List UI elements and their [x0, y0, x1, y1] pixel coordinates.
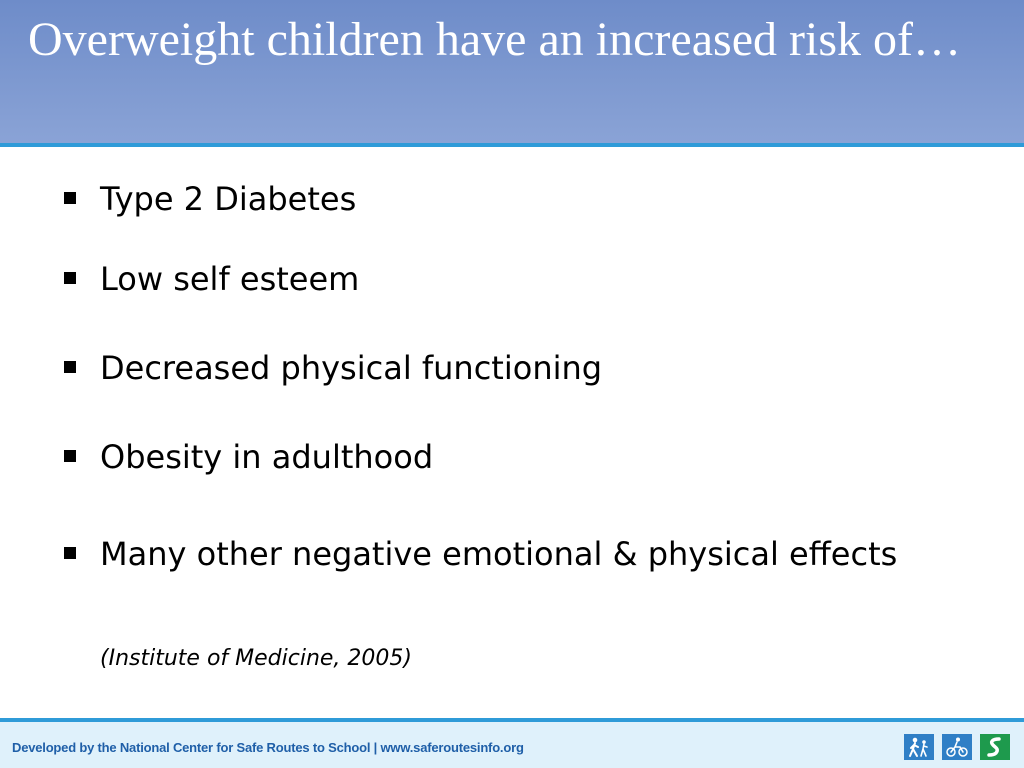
bullet-list: Type 2 Diabetes Low self esteem Decrease… [64, 178, 944, 576]
bullet-item: Low self esteem [64, 258, 944, 301]
citation: (Institute of Medicine, 2005) [100, 646, 412, 671]
bullet-text: Obesity in adulthood [100, 438, 434, 476]
walking-person-icon [904, 734, 934, 760]
footer-icon-group [904, 734, 1010, 760]
bullet-square-icon [64, 361, 76, 373]
footer-credit: Developed by the National Center for Saf… [12, 740, 524, 755]
bullet-item: Obesity in adulthood [64, 436, 944, 479]
bullet-text: Many other negative emotional & physical… [100, 535, 898, 573]
bullet-item: Many other negative emotional & physical… [64, 533, 944, 576]
title-band: Overweight children have an increased ri… [0, 0, 1024, 147]
slide-title: Overweight children have an increased ri… [28, 13, 961, 66]
footer: Developed by the National Center for Saf… [0, 718, 1024, 768]
bullet-item: Type 2 Diabetes [64, 178, 944, 221]
bullet-text: Decreased physical functioning [100, 349, 603, 387]
bullet-text: Low self esteem [100, 260, 360, 298]
bullet-square-icon [64, 192, 76, 204]
bullet-text: Type 2 Diabetes [100, 180, 357, 218]
bullet-item: Decreased physical functioning [64, 347, 944, 390]
bullet-square-icon [64, 272, 76, 284]
bicycle-icon [942, 734, 972, 760]
bullet-square-icon [64, 547, 76, 559]
route-icon [980, 734, 1010, 760]
bullet-square-icon [64, 450, 76, 462]
